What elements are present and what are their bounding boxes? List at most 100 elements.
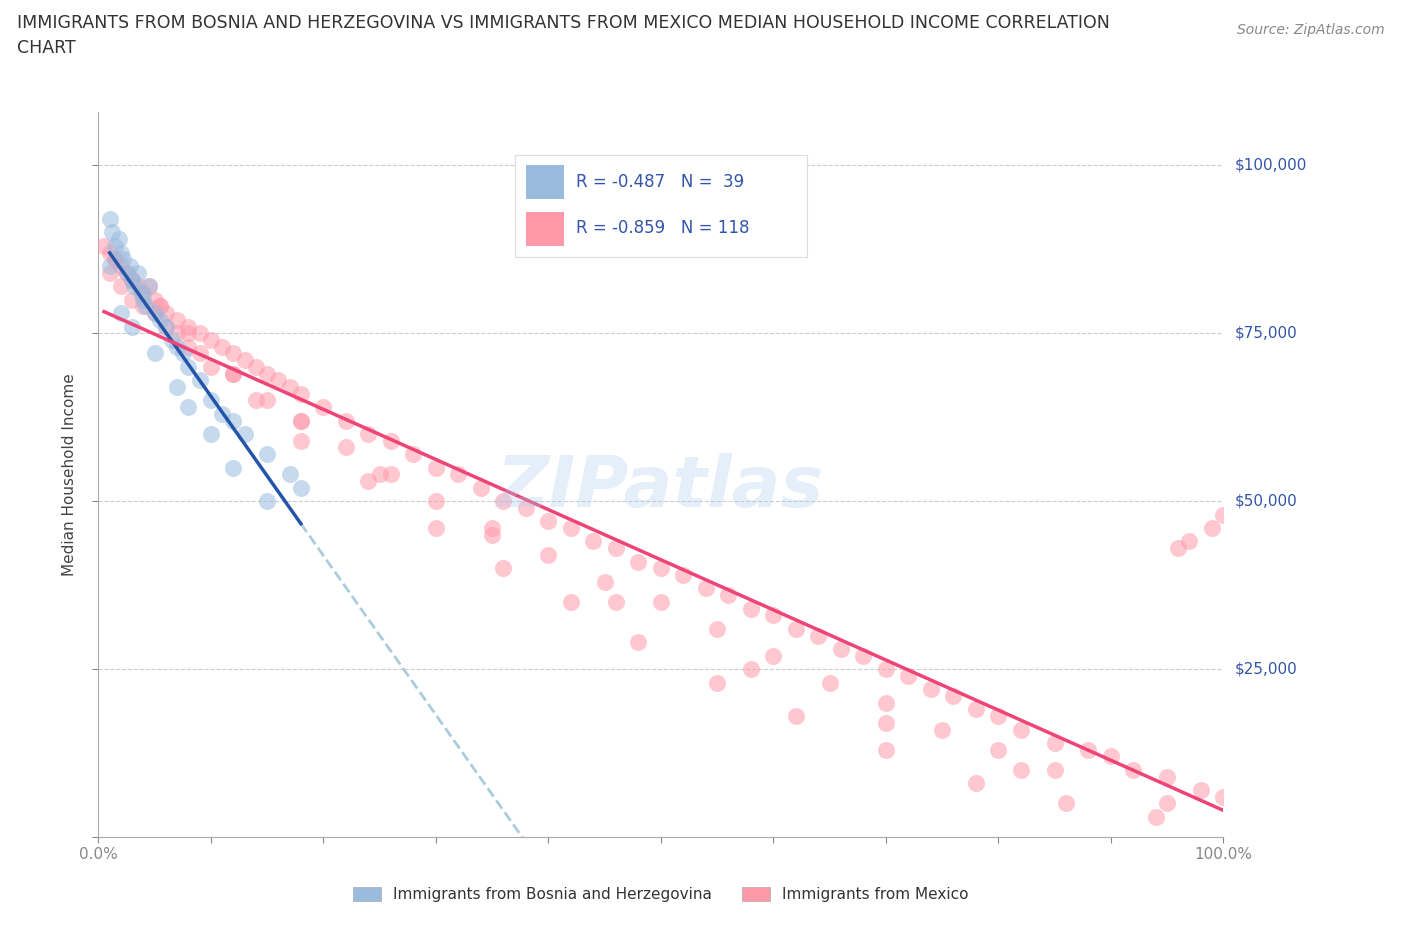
Immigrants from Mexico: [717, 588, 740, 603]
Immigrants from Mexico: [560, 521, 582, 536]
Immigrants from Mexico: [875, 696, 897, 711]
Immigrants from Mexico: [110, 259, 132, 273]
Immigrants from Mexico: [357, 473, 380, 488]
Immigrants from Mexico: [762, 648, 785, 663]
Immigrants from Mexico: [188, 326, 211, 340]
Immigrants from Mexico: [875, 742, 897, 757]
Immigrants from Mexico: [290, 386, 312, 401]
Immigrants from Mexico: [785, 621, 807, 636]
Immigrants from Mexico: [290, 413, 312, 428]
Immigrants from Mexico: [200, 333, 222, 348]
Immigrants from Mexico: [1178, 534, 1201, 549]
Immigrants from Bosnia and Herzegovina: [143, 346, 166, 361]
Immigrants from Mexico: [425, 521, 447, 536]
Immigrants from Mexico: [537, 548, 560, 563]
Immigrants from Bosnia and Herzegovina: [110, 246, 132, 260]
Immigrants from Mexico: [481, 527, 503, 542]
Immigrants from Bosnia and Herzegovina: [177, 400, 200, 415]
Text: ZIPatlas: ZIPatlas: [498, 453, 824, 523]
Immigrants from Mexico: [98, 265, 121, 280]
Immigrants from Bosnia and Herzegovina: [256, 446, 278, 461]
Immigrants from Mexico: [104, 252, 127, 267]
Immigrants from Bosnia and Herzegovina: [121, 319, 143, 334]
Immigrants from Bosnia and Herzegovina: [138, 279, 160, 294]
Immigrants from Mexico: [830, 642, 852, 657]
Immigrants from Mexico: [852, 648, 875, 663]
Immigrants from Mexico: [942, 688, 965, 703]
Immigrants from Mexico: [987, 742, 1010, 757]
Immigrants from Bosnia and Herzegovina: [211, 406, 233, 421]
Immigrants from Mexico: [785, 709, 807, 724]
Immigrants from Bosnia and Herzegovina: [143, 306, 166, 321]
Immigrants from Mexico: [987, 709, 1010, 724]
Immigrants from Bosnia and Herzegovina: [177, 359, 200, 374]
Immigrants from Bosnia and Herzegovina: [200, 393, 222, 408]
Immigrants from Mexico: [1054, 796, 1077, 811]
Immigrants from Bosnia and Herzegovina: [121, 272, 143, 287]
Immigrants from Mexico: [1043, 736, 1066, 751]
Immigrants from Bosnia and Herzegovina: [222, 413, 245, 428]
Immigrants from Mexico: [143, 292, 166, 307]
Immigrants from Mexico: [290, 413, 312, 428]
Immigrants from Mexico: [897, 669, 920, 684]
Immigrants from Mexico: [1189, 782, 1212, 797]
Immigrants from Mexico: [143, 306, 166, 321]
Text: CHART: CHART: [17, 39, 76, 57]
Immigrants from Mexico: [335, 413, 357, 428]
Immigrants from Bosnia and Herzegovina: [172, 346, 194, 361]
Immigrants from Bosnia and Herzegovina: [290, 480, 312, 495]
Y-axis label: Median Household Income: Median Household Income: [62, 373, 77, 576]
Immigrants from Mexico: [132, 299, 155, 313]
Immigrants from Mexico: [278, 379, 301, 394]
Text: $100,000: $100,000: [1234, 158, 1306, 173]
Text: Source: ZipAtlas.com: Source: ZipAtlas.com: [1237, 23, 1385, 37]
Immigrants from Mexico: [1010, 763, 1032, 777]
Immigrants from Mexico: [155, 319, 177, 334]
Immigrants from Mexico: [256, 366, 278, 381]
Immigrants from Mexico: [149, 299, 172, 313]
Immigrants from Mexico: [425, 494, 447, 509]
Immigrants from Mexico: [177, 319, 200, 334]
Immigrants from Mexico: [672, 567, 695, 582]
Immigrants from Mexico: [121, 272, 143, 287]
Immigrants from Mexico: [267, 373, 290, 388]
Immigrants from Mexico: [818, 675, 841, 690]
Immigrants from Mexico: [335, 440, 357, 455]
Text: $50,000: $50,000: [1234, 494, 1298, 509]
Immigrants from Bosnia and Herzegovina: [160, 333, 183, 348]
Immigrants from Mexico: [537, 514, 560, 529]
Immigrants from Mexico: [166, 326, 188, 340]
Immigrants from Mexico: [290, 433, 312, 448]
Immigrants from Mexico: [740, 601, 762, 616]
Immigrants from Bosnia and Herzegovina: [110, 306, 132, 321]
Immigrants from Mexico: [627, 554, 650, 569]
Immigrants from Bosnia and Herzegovina: [166, 379, 188, 394]
Immigrants from Mexico: [115, 265, 138, 280]
Immigrants from Bosnia and Herzegovina: [115, 265, 138, 280]
Immigrants from Mexico: [121, 272, 143, 287]
Immigrants from Mexico: [920, 682, 942, 697]
Immigrants from Mexico: [481, 521, 503, 536]
Immigrants from Bosnia and Herzegovina: [278, 467, 301, 482]
Immigrants from Mexico: [312, 400, 335, 415]
Immigrants from Mexico: [1212, 790, 1234, 804]
Immigrants from Bosnia and Herzegovina: [233, 427, 256, 442]
Immigrants from Mexico: [222, 346, 245, 361]
Immigrants from Mexico: [762, 608, 785, 623]
Immigrants from Bosnia and Herzegovina: [124, 279, 146, 294]
Immigrants from Mexico: [470, 480, 492, 495]
Immigrants from Bosnia and Herzegovina: [200, 427, 222, 442]
Immigrants from Mexico: [560, 594, 582, 609]
Immigrants from Mexico: [380, 467, 402, 482]
Immigrants from Mexico: [1167, 540, 1189, 555]
Immigrants from Mexico: [1099, 749, 1122, 764]
Immigrants from Mexico: [627, 635, 650, 650]
Immigrants from Bosnia and Herzegovina: [188, 373, 211, 388]
Immigrants from Mexico: [582, 534, 605, 549]
Immigrants from Mexico: [149, 299, 172, 313]
Immigrants from Mexico: [931, 722, 953, 737]
Immigrants from Mexico: [98, 246, 121, 260]
Immigrants from Mexico: [127, 279, 149, 294]
Immigrants from Mexico: [121, 292, 143, 307]
Immigrants from Mexico: [166, 312, 188, 327]
